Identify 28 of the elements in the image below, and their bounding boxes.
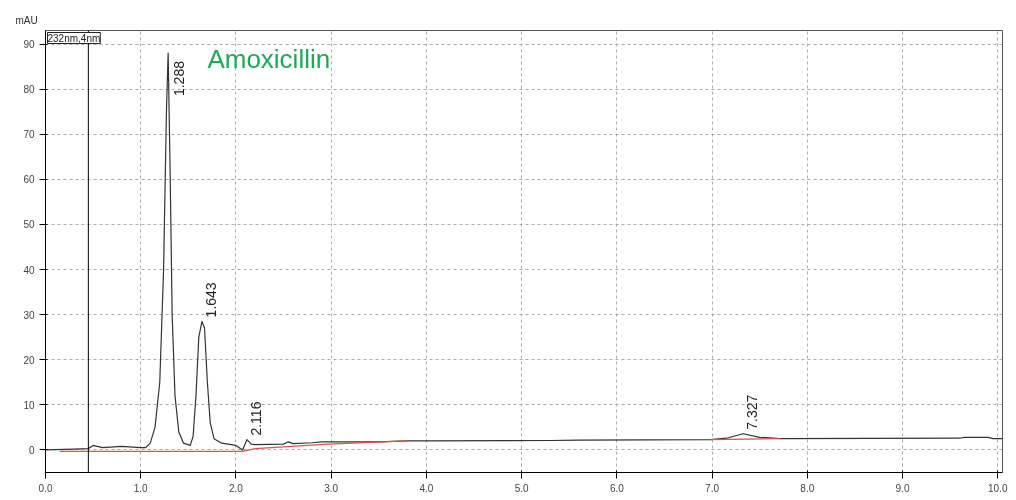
annotation: 2.116 <box>247 401 264 436</box>
x-tick-label: 4.0 <box>419 482 434 494</box>
x-tick-label: 5.0 <box>514 482 530 494</box>
y-tick-label: 60 <box>23 174 35 186</box>
x-tick-label: 2.0 <box>229 482 244 494</box>
x-tick-label: 0.0 <box>38 482 53 494</box>
x-tick-label: 3.0 <box>324 482 339 494</box>
y-axis-title: mAU <box>15 14 38 26</box>
y-tick-label: 70 <box>23 129 35 141</box>
y-tick-label: 10 <box>23 399 35 411</box>
x-tick-label: 6.0 <box>609 482 625 494</box>
x-tick-label: 8.0 <box>800 482 815 494</box>
y-tick-label: 50 <box>23 219 35 231</box>
x-tick-label: 10.0 <box>988 482 1008 494</box>
text: Amoxicillin <box>207 44 331 75</box>
annotation: 232nm,4nm <box>47 32 101 44</box>
x-tick-label: 1.0 <box>133 482 149 494</box>
y-tick-label: 40 <box>23 264 35 276</box>
y-tick-label: 90 <box>23 39 35 51</box>
x-tick-label: 7.0 <box>705 482 720 494</box>
annotation: 1.643 <box>202 282 219 318</box>
y-tick-label: 20 <box>23 354 35 366</box>
annotation: 7.327 <box>744 394 761 430</box>
y-tick-label: 0 <box>28 444 35 456</box>
y-tick-label: 30 <box>23 309 35 321</box>
y-tick-label: 80 <box>23 84 35 96</box>
x-tick-label: 9.0 <box>895 482 910 494</box>
annotation: 1.288 <box>171 60 188 97</box>
